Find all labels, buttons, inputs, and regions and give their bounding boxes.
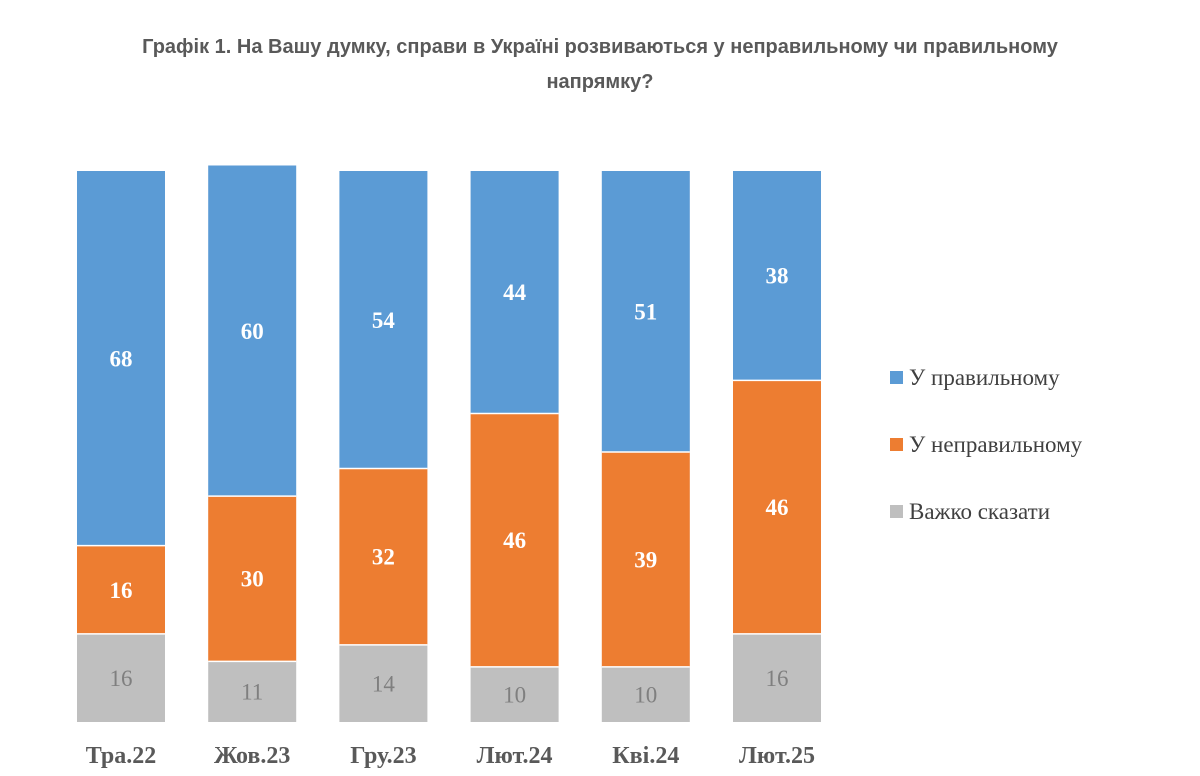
bar-segment-у-правильному-0 bbox=[77, 171, 165, 546]
category-label-3: Лют.24 bbox=[477, 743, 553, 769]
legend-label-2: Важко сказати bbox=[909, 499, 1050, 524]
data-label-важко-сказати-0: 16 bbox=[110, 666, 133, 691]
bar-segment-у-неправильному-2 bbox=[339, 468, 428, 645]
data-label-у-неправильному-3: 46 bbox=[503, 528, 526, 553]
legend-swatch-2 bbox=[890, 505, 903, 518]
bar-segment-у-правильному-2 bbox=[339, 171, 428, 469]
chart-title: Графік 1. На Вашу думку, справи в Україн… bbox=[142, 36, 1058, 93]
bar-segment-важко-сказати-0 bbox=[77, 633, 165, 722]
legend-label-0: У правильному bbox=[909, 365, 1060, 390]
bar-segment-важко-сказати-2 bbox=[339, 644, 428, 722]
category-label-2: Гру.23 bbox=[350, 743, 416, 769]
data-label-у-неправильному-4: 39 bbox=[634, 547, 657, 572]
bar-segment-у-правильному-3 bbox=[470, 171, 559, 414]
bar-segment-у-неправильному-0 bbox=[77, 545, 165, 634]
legend: У правильному У неправильному Важко сказат… bbox=[890, 365, 1083, 524]
bar-segment-у-неправильному-3 bbox=[470, 413, 559, 667]
data-label-у-неправильному-5: 46 bbox=[766, 495, 789, 520]
bar-segment-у-неправильному-4 bbox=[601, 452, 690, 667]
data-label-важко-сказати-2: 14 bbox=[372, 671, 396, 696]
data-label-важко-сказати-4: 10 bbox=[634, 682, 657, 707]
data-label-у-неправильному-0: 16 bbox=[110, 578, 133, 603]
data-label-у-неправильному-2: 32 bbox=[372, 545, 395, 570]
category-label-1: Жов.23 bbox=[214, 743, 290, 769]
data-label-у-правильному-1: 60 bbox=[241, 319, 264, 344]
data-label-у-неправильному-1: 30 bbox=[241, 567, 264, 592]
data-label-у-правильному-5: 38 bbox=[766, 264, 789, 289]
data-label-у-правильному-2: 54 bbox=[372, 308, 396, 333]
bar-segment-у-правильному-5 bbox=[733, 171, 821, 381]
bars-group bbox=[77, 165, 821, 722]
data-label-у-правильному-0: 68 bbox=[110, 346, 133, 371]
bar-segment-важко-сказати-5 bbox=[733, 633, 821, 722]
data-label-важко-сказати-5: 16 bbox=[766, 666, 789, 691]
data-label-у-правильному-4: 51 bbox=[634, 300, 657, 325]
category-labels-group: Тра.22 Жов.23 Гру.23 Лют.24 Кві.24 Лют.25 bbox=[86, 743, 815, 769]
bar-segment-важко-сказати-3 bbox=[470, 666, 559, 722]
value-labels-group: 16 16 68 11 30 60 14 32 54 10 46 44 10 39 51 16 46 38 bbox=[110, 264, 789, 708]
category-label-0: Тра.22 bbox=[86, 743, 156, 769]
data-label-важко-сказати-1: 11 bbox=[241, 680, 263, 705]
bar-segment-у-неправильному-5 bbox=[733, 380, 821, 634]
legend-swatch-1 bbox=[890, 438, 903, 451]
data-label-у-правильному-3: 44 bbox=[503, 280, 527, 305]
legend-label-1: У неправильному bbox=[909, 432, 1083, 457]
bar-segment-у-неправильному-1 bbox=[208, 496, 297, 662]
category-label-4: Кві.24 bbox=[612, 743, 679, 769]
legend-swatch-0 bbox=[890, 371, 903, 384]
bar-segment-важко-сказати-1 bbox=[208, 661, 297, 722]
bar-segment-у-правильному-4 bbox=[601, 171, 690, 453]
bar-segment-важко-сказати-4 bbox=[601, 666, 690, 722]
category-label-5: Лют.25 bbox=[739, 743, 815, 769]
bar-segment-у-правильному-1 bbox=[208, 165, 297, 497]
data-label-важко-сказати-3: 10 bbox=[503, 682, 526, 707]
